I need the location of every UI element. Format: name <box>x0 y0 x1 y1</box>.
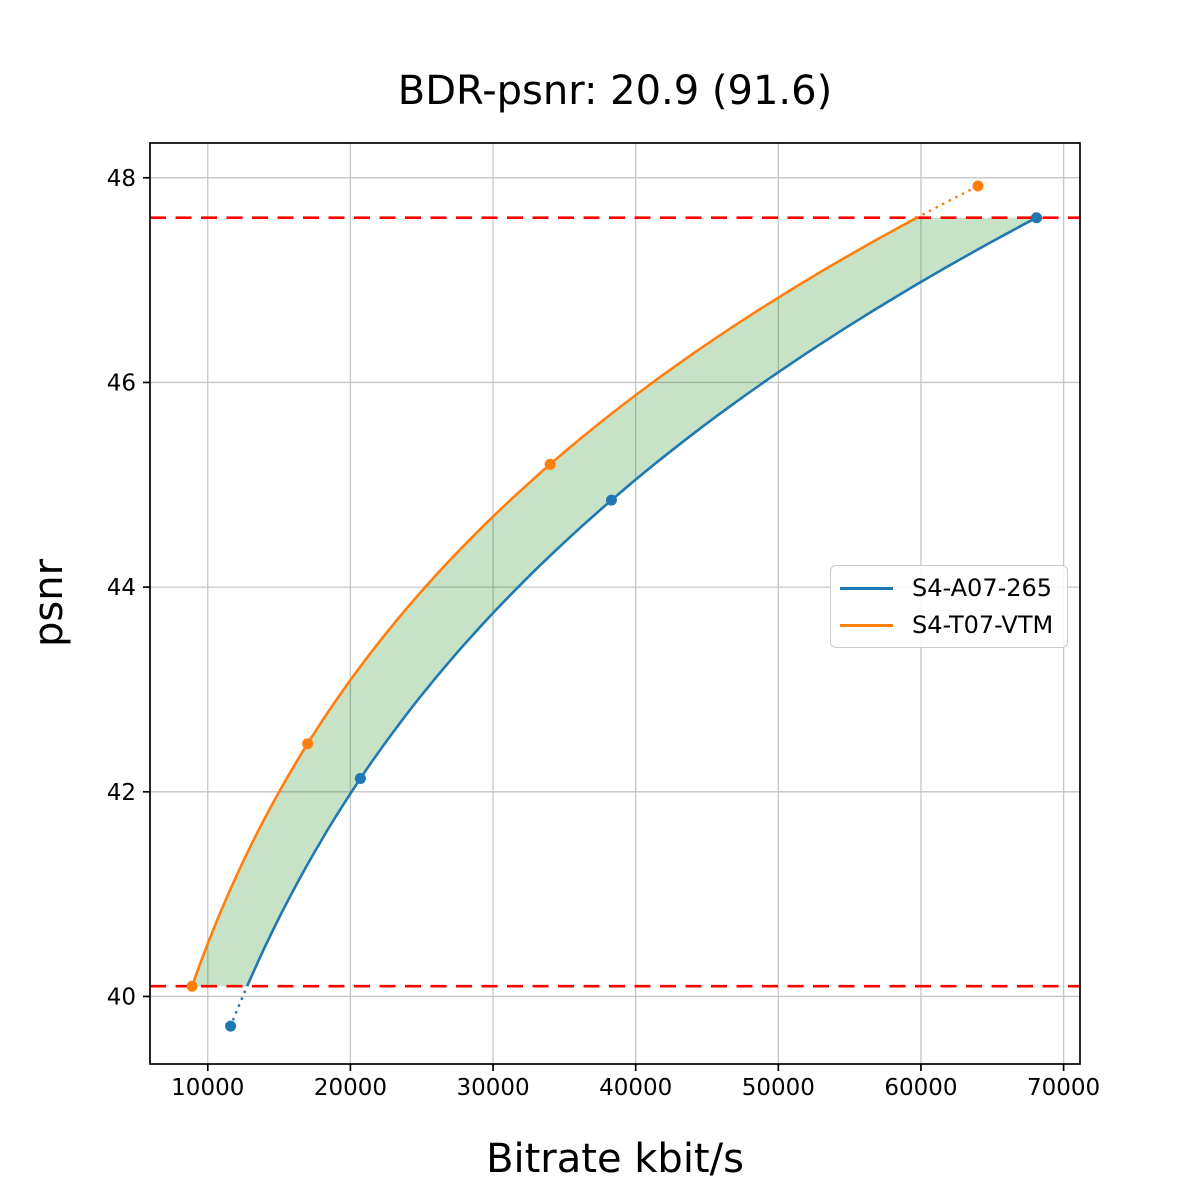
rd-curves <box>186 180 1042 1032</box>
x-tick-label-10000: 10000 <box>171 1075 244 1101</box>
series-0-marker-1 <box>354 772 366 784</box>
y-axis-label: psnr <box>26 558 72 647</box>
x-tick-label-20000: 20000 <box>314 1075 387 1101</box>
y-tick-label-46: 46 <box>107 370 136 396</box>
legend-entry-0: S4-A07-265 <box>840 570 1067 607</box>
chart-title: BDR-psnr: 20.9 (91.6) <box>398 68 832 114</box>
legend-line-sample-1 <box>840 623 893 627</box>
x-tick-label-70000: 70000 <box>1027 1075 1100 1101</box>
series-1-marker-1 <box>302 738 314 750</box>
series-0-dotted-extension <box>229 984 249 1028</box>
plot-frame <box>149 142 1081 1065</box>
axis-ticks <box>143 176 1065 1071</box>
legend-line-sample-0 <box>840 586 893 590</box>
bd-shaded-region <box>192 217 1037 987</box>
y-tick-label-44: 44 <box>107 575 136 601</box>
tick-labels: 10000 20000 30000 40000 50000 60000 70000 40 42 4… <box>107 166 1100 1101</box>
series-1-marker-0 <box>186 980 198 992</box>
x-tick-label-50000: 50000 <box>742 1075 815 1101</box>
legend: S4-A07-265 S4-T07-VTM <box>830 565 1068 648</box>
series-0-marker-3 <box>1030 212 1042 224</box>
x-tick-label-30000: 30000 <box>456 1075 529 1101</box>
series-0-marker-2 <box>605 494 617 506</box>
series-1-curve <box>190 216 918 987</box>
y-tick-label-42: 42 <box>107 780 136 806</box>
y-tick-label-48: 48 <box>107 166 136 192</box>
legend-label-0: S4-A07-265 <box>912 574 1053 602</box>
series-1-marker-3 <box>972 180 984 192</box>
series-1-dotted-extension <box>915 184 980 220</box>
series-0-curve <box>245 216 1038 987</box>
y-tick-label-40: 40 <box>107 984 136 1010</box>
legend-label-1: S4-T07-VTM <box>912 611 1054 639</box>
series-1-marker-2 <box>544 458 556 470</box>
x-tick-label-60000: 60000 <box>884 1075 957 1101</box>
x-tick-label-40000: 40000 <box>599 1075 672 1101</box>
legend-entry-1: S4-T07-VTM <box>840 607 1067 644</box>
series-0-marker-0 <box>225 1020 237 1032</box>
x-axis-label: Bitrate kbit/s <box>486 1136 744 1182</box>
psnr-bound-lines <box>150 216 1080 988</box>
